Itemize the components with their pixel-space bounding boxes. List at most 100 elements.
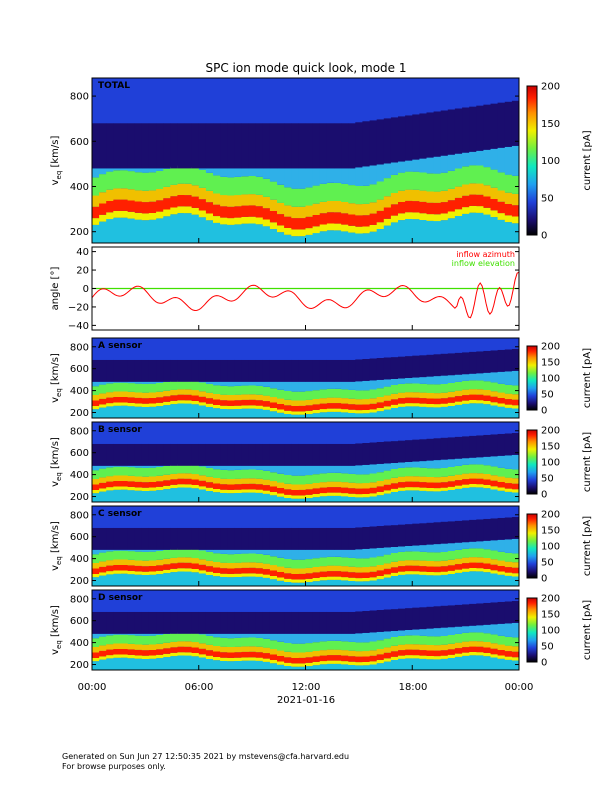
spectrogram-cell <box>134 574 143 586</box>
spectrogram-cell <box>227 554 235 563</box>
spectrogram-cell <box>170 389 178 396</box>
spectrogram-cell <box>213 123 221 169</box>
spectrogram-cell <box>497 506 506 518</box>
spectrogram-cell <box>476 568 484 572</box>
spectrogram-cell <box>220 386 228 395</box>
spectrogram-cell <box>383 78 392 119</box>
spectrogram-cell <box>163 466 171 475</box>
spectrogram-cell <box>398 655 406 659</box>
spectrogram-cell <box>141 571 150 575</box>
spectrogram-cell <box>504 506 513 518</box>
spectrogram-cell <box>106 338 114 360</box>
spectrogram-cell <box>213 469 221 478</box>
spectrogram-cell <box>277 493 285 497</box>
spectrogram-cell <box>262 485 271 491</box>
spectrogram-cell <box>227 470 235 479</box>
spectrogram-cell <box>383 196 392 208</box>
spectrogram-cell <box>326 487 335 493</box>
spectrogram-cell <box>170 422 178 444</box>
spectrogram-cell <box>398 406 406 418</box>
spectrogram-cell <box>476 562 484 569</box>
spectrogram-cell <box>305 643 314 652</box>
spectrogram-cell <box>205 560 214 567</box>
spectrogram-cell <box>497 371 506 384</box>
spectrogram-cell <box>355 233 363 243</box>
spectrogram-cell <box>141 190 150 203</box>
spectrogram-cell <box>390 631 399 637</box>
spectrogram-cell <box>156 527 164 550</box>
spectrogram-cell <box>134 172 143 191</box>
panel-label: B sensor <box>98 425 142 435</box>
spectrogram-cell <box>113 199 121 211</box>
spectrogram-cell <box>398 482 406 488</box>
spectrogram-cell <box>220 638 228 647</box>
spectrogram-cell <box>134 476 143 482</box>
spectrogram-cell <box>511 145 520 176</box>
spectrogram-cell <box>426 220 435 243</box>
spectrogram-cell <box>298 188 306 207</box>
spectrogram-cell <box>177 632 185 642</box>
spectrogram-cell <box>305 483 314 490</box>
spectrogram-cell <box>220 123 228 169</box>
spectrogram-cell <box>348 409 356 413</box>
spectrogram-cell <box>334 492 342 496</box>
spectrogram-cell <box>454 186 463 198</box>
spectrogram-cell <box>213 567 221 573</box>
spectrogram-cell <box>227 611 235 634</box>
spectrogram-cell <box>284 567 292 574</box>
spectrogram-cell <box>148 658 157 670</box>
spectrogram-cell <box>92 489 100 494</box>
spectrogram-cell <box>205 659 214 670</box>
spectrogram-cell <box>476 590 484 604</box>
spectrogram-cell <box>113 649 121 655</box>
spectrogram-cell <box>405 649 413 656</box>
spectrogram-cell <box>248 576 257 586</box>
colorbar-tick-label: 0 <box>541 406 547 417</box>
spectrogram-cell <box>255 553 264 563</box>
spectrogram-cell <box>291 663 299 667</box>
spectrogram-cell <box>454 352 463 375</box>
spectrogram-cell <box>298 218 306 230</box>
spectrogram-cell <box>369 650 378 656</box>
spectrogram-cell <box>127 559 136 566</box>
spectrogram-cell <box>469 571 477 586</box>
spectrogram-cell <box>255 549 264 554</box>
spectrogram-cell <box>398 392 406 399</box>
spectrogram-cell <box>341 641 349 651</box>
spectrogram-cell <box>390 561 399 568</box>
spectrogram-cell <box>277 409 285 413</box>
spectrogram-cell <box>469 464 477 474</box>
spectrogram-cell <box>92 563 100 569</box>
spectrogram-cell <box>383 638 392 648</box>
spectrogram-cell <box>163 657 171 670</box>
spectrogram-cell <box>390 404 399 408</box>
spectrogram-cell <box>99 168 107 175</box>
spectrogram-cell <box>234 590 242 612</box>
spectrogram-cell <box>269 338 278 360</box>
spectrogram-cell <box>99 488 107 492</box>
spectrogram-cell <box>312 572 321 578</box>
spectrogram-cell <box>241 205 249 217</box>
spectrogram-cell <box>326 230 335 243</box>
spectrogram-cell <box>198 382 207 392</box>
spectrogram-cell <box>120 382 129 392</box>
spectrogram-cell <box>426 422 435 439</box>
spectrogram-cell <box>419 220 427 243</box>
spectrogram-cell <box>284 498 292 502</box>
spectrogram-cell <box>113 397 121 403</box>
spectrogram-cell <box>447 486 456 490</box>
spectrogram-cell <box>177 78 185 124</box>
spectrogram-cell <box>106 549 114 552</box>
spectrogram-cell <box>383 658 392 662</box>
spectrogram-cell <box>454 390 463 397</box>
spectrogram-cell <box>376 442 385 464</box>
spectrogram-cell <box>462 604 470 627</box>
spectrogram-cell <box>262 168 271 179</box>
spectrogram-cell <box>234 400 242 406</box>
spectrogram-cell <box>440 392 449 399</box>
spectrogram-cell <box>184 123 193 169</box>
spectrogram-cell <box>291 498 299 502</box>
spectrogram-cell <box>419 439 427 462</box>
spectrogram-cell <box>255 78 264 124</box>
